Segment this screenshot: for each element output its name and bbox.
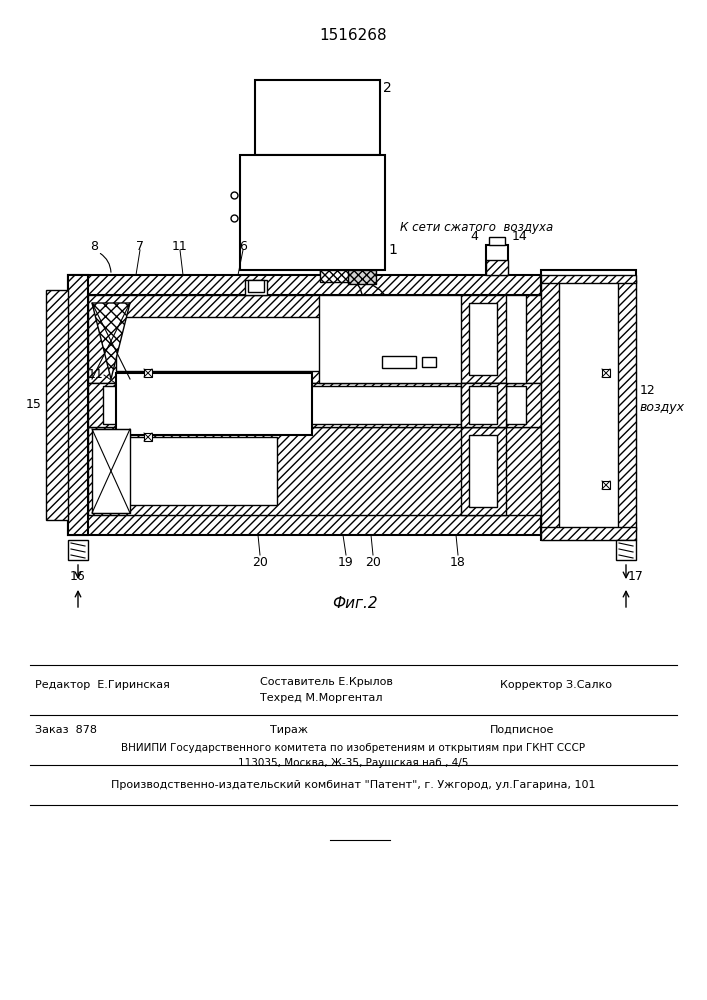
Bar: [618, 280, 636, 530]
Bar: [541, 275, 636, 283]
Text: 12: 12: [640, 383, 656, 396]
Bar: [116, 373, 312, 435]
Text: 16: 16: [70, 570, 86, 583]
Text: Составитель Е.Крылов: Составитель Е.Крылов: [260, 677, 393, 687]
Bar: [103, 386, 526, 424]
Text: 20: 20: [365, 556, 381, 570]
Bar: [68, 540, 88, 560]
Bar: [144, 433, 152, 441]
Text: 8: 8: [90, 240, 98, 253]
Bar: [382, 356, 416, 368]
Bar: [68, 275, 541, 295]
Text: 18: 18: [450, 556, 466, 570]
Bar: [616, 540, 636, 560]
Text: 1: 1: [388, 243, 397, 257]
Text: Производственно-издательский комбинат "Патент", г. Ужгород, ул.Гагарина, 101: Производственно-издательский комбинат "П…: [111, 780, 595, 790]
Bar: [602, 481, 610, 489]
Bar: [68, 515, 541, 535]
Polygon shape: [350, 274, 402, 338]
Text: 7: 7: [136, 240, 144, 253]
Bar: [469, 435, 497, 507]
Text: воздух: воздух: [640, 401, 685, 414]
Text: 113035, Москва, Ж-35, Раушская наб., 4/5: 113035, Москва, Ж-35, Раушская наб., 4/5: [238, 758, 468, 768]
Text: 9: 9: [425, 337, 433, 350]
Text: 14: 14: [512, 231, 527, 243]
Bar: [461, 383, 506, 427]
Bar: [248, 280, 264, 292]
Text: Тираж: Тираж: [270, 725, 308, 735]
Polygon shape: [556, 375, 568, 389]
Text: 19: 19: [338, 556, 354, 570]
Text: 11: 11: [172, 240, 188, 253]
Bar: [68, 275, 88, 535]
Text: 5: 5: [241, 300, 249, 313]
Bar: [378, 353, 420, 371]
Text: Фиг.2: Фиг.2: [332, 595, 378, 610]
Text: Корректор З.Салко: Корректор З.Салко: [500, 680, 612, 690]
Bar: [461, 295, 506, 383]
Bar: [541, 280, 559, 530]
Text: 11: 11: [87, 368, 103, 381]
Bar: [486, 245, 508, 275]
Bar: [420, 355, 438, 369]
Bar: [469, 303, 497, 375]
Bar: [245, 280, 267, 295]
Bar: [489, 237, 505, 245]
Text: Техред М.Моргентал: Техред М.Моргентал: [260, 693, 382, 703]
Polygon shape: [92, 303, 130, 379]
Text: 4: 4: [326, 324, 334, 337]
Text: Заказ  878: Заказ 878: [35, 725, 97, 735]
Text: Подписное: Подписное: [490, 725, 554, 735]
Polygon shape: [92, 429, 130, 513]
Bar: [320, 270, 350, 282]
Text: Фиг.1: Фиг.1: [295, 389, 341, 404]
Polygon shape: [310, 342, 378, 380]
Text: 15: 15: [26, 398, 42, 412]
Bar: [461, 427, 506, 515]
Bar: [88, 295, 541, 383]
Bar: [240, 155, 385, 270]
Bar: [422, 357, 436, 367]
Bar: [348, 270, 376, 284]
Bar: [255, 80, 380, 155]
Bar: [541, 270, 636, 540]
Bar: [461, 383, 506, 427]
Bar: [144, 369, 152, 377]
Bar: [541, 527, 636, 540]
Text: 4: 4: [470, 231, 478, 243]
Bar: [320, 270, 350, 282]
Text: ВНИИПИ Государственного комитета по изобретениям и открытиям при ГКНТ СССР: ВНИИПИ Государственного комитета по изоб…: [121, 743, 585, 753]
Bar: [88, 427, 541, 515]
Bar: [116, 437, 277, 505]
Text: Редактор  Е.Гиринская: Редактор Е.Гиринская: [35, 680, 170, 690]
Bar: [116, 317, 322, 371]
Text: 1516268: 1516268: [319, 27, 387, 42]
Bar: [46, 290, 68, 520]
Text: 20: 20: [252, 556, 268, 570]
Text: 3: 3: [558, 363, 566, 376]
Text: К сети сжатого  воздуха: К сети сжатого воздуха: [400, 222, 554, 234]
Text: 6: 6: [239, 240, 247, 253]
Text: 2: 2: [383, 81, 392, 95]
Bar: [319, 295, 526, 383]
Bar: [469, 386, 497, 424]
Bar: [486, 260, 508, 275]
Text: 17: 17: [628, 570, 644, 583]
Bar: [88, 383, 541, 427]
Bar: [602, 369, 610, 377]
